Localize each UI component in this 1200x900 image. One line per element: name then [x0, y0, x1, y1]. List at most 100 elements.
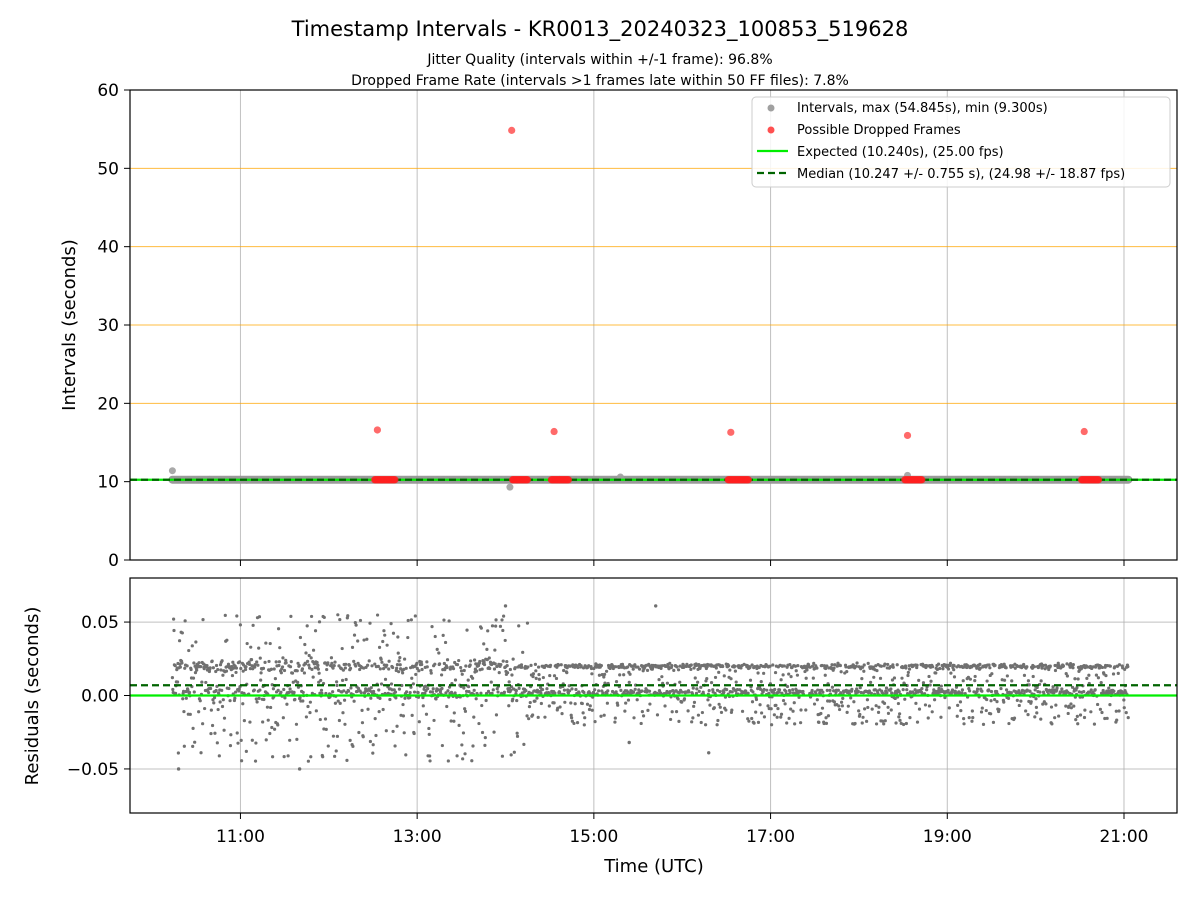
- residual-point: [970, 709, 974, 713]
- residual-point: [812, 661, 816, 665]
- residual-point: [441, 633, 445, 637]
- residual-point: [554, 676, 559, 681]
- residual-point: [568, 664, 573, 668]
- residual-point: [341, 668, 345, 672]
- residual-point: [690, 720, 694, 724]
- residual-point: [1066, 711, 1070, 716]
- residual-point: [310, 667, 314, 671]
- residual-point: [274, 660, 278, 664]
- residual-point: [822, 721, 826, 726]
- residual-point: [514, 691, 518, 696]
- residual-point: [379, 657, 383, 661]
- residual-point: [930, 710, 934, 714]
- residual-point: [913, 688, 917, 692]
- residual-point: [391, 665, 395, 670]
- residual-point: [214, 663, 219, 668]
- residual-point: [886, 711, 891, 715]
- residual-point: [486, 629, 490, 633]
- residual-point: [324, 691, 328, 696]
- residual-point: [355, 689, 359, 693]
- residual-point: [536, 715, 540, 719]
- residual-point: [218, 663, 223, 667]
- residual-point: [906, 673, 910, 678]
- chart-title: Timestamp Intervals - KR0013_20240323_10…: [291, 17, 909, 42]
- residual-point: [626, 690, 630, 694]
- residual-point: [715, 723, 719, 727]
- residual-point: [195, 668, 199, 672]
- residual-point: [988, 666, 992, 670]
- residual-point: [271, 755, 275, 759]
- residual-point: [270, 725, 274, 730]
- residual-point: [962, 722, 966, 726]
- residual-point: [1053, 716, 1057, 720]
- residual-point: [667, 667, 671, 671]
- residual-point: [463, 752, 467, 756]
- residual-point: [841, 696, 845, 701]
- residual-point: [313, 666, 317, 670]
- residual-point: [727, 664, 731, 668]
- residual-point: [253, 662, 257, 667]
- residual-point: [1111, 672, 1116, 676]
- residual-point: [784, 689, 788, 693]
- residual-point: [344, 662, 348, 666]
- residual-point: [420, 667, 424, 672]
- residual-point: [1091, 665, 1095, 669]
- residual-point: [990, 672, 994, 676]
- residual-point: [640, 709, 644, 714]
- residual-point: [1019, 691, 1023, 695]
- residual-point: [322, 727, 326, 731]
- residual-point: [445, 704, 449, 709]
- residual-point: [268, 641, 272, 646]
- residual-point: [297, 663, 301, 668]
- residual-point: [1004, 688, 1009, 692]
- residual-point: [589, 666, 594, 671]
- residual-point: [188, 712, 192, 716]
- residual-point: [787, 672, 791, 676]
- x-axis-label: Time (UTC): [603, 856, 704, 877]
- residual-point: [810, 664, 815, 668]
- residual-point: [343, 722, 347, 726]
- residual-point: [792, 701, 796, 705]
- residual-point: [599, 663, 604, 668]
- residual-point: [307, 666, 312, 670]
- residual-point: [883, 719, 887, 723]
- residual-point: [936, 662, 941, 666]
- residual-point: [893, 696, 897, 701]
- residual-point: [479, 691, 483, 695]
- residual-point: [769, 707, 773, 711]
- residual-point: [1087, 673, 1091, 677]
- residual-point: [282, 668, 287, 673]
- residual-point: [997, 708, 1001, 712]
- residual-point: [409, 685, 413, 689]
- residual-point: [346, 689, 351, 693]
- residual-point: [249, 658, 254, 662]
- residual-point: [692, 704, 696, 708]
- residual-point: [937, 686, 941, 691]
- residual-point: [500, 618, 504, 622]
- residual-point: [614, 690, 618, 694]
- residual-point: [404, 666, 408, 670]
- residual-point: [670, 664, 674, 668]
- residual-point: [444, 691, 448, 695]
- residual-point: [884, 686, 889, 690]
- residual-point: [507, 704, 511, 708]
- residual-point: [900, 676, 904, 680]
- residual-point: [967, 689, 972, 693]
- residual-point: [788, 691, 792, 695]
- residual-point: [371, 743, 375, 747]
- residual-point: [463, 707, 467, 711]
- residual-point: [845, 710, 849, 714]
- residual-point: [780, 691, 784, 695]
- residual-point: [1092, 722, 1097, 726]
- residual-point: [962, 717, 966, 721]
- residual-point: [949, 671, 953, 675]
- residual-point: [981, 722, 986, 726]
- intervals-y-tick-label: 40: [97, 238, 119, 258]
- residual-point: [368, 621, 372, 625]
- residual-point: [678, 680, 682, 684]
- residual-point: [406, 635, 410, 640]
- residual-point: [999, 686, 1003, 691]
- residual-point: [172, 617, 176, 621]
- residual-point: [1078, 713, 1083, 717]
- residual-point: [201, 722, 205, 726]
